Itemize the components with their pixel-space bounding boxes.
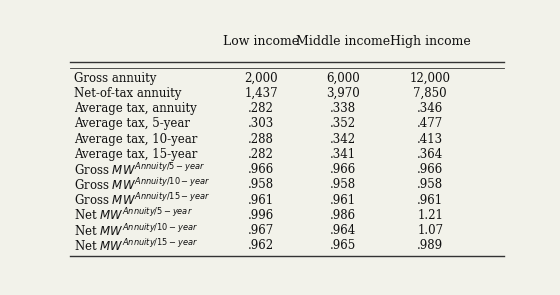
Text: .962: .962 — [248, 239, 274, 252]
Text: 3,970: 3,970 — [326, 87, 360, 100]
Text: Average tax, 15-year: Average tax, 15-year — [74, 148, 198, 161]
Text: Net $MW^{Annuity/5-year}$: Net $MW^{Annuity/5-year}$ — [74, 207, 193, 223]
Text: .996: .996 — [248, 209, 274, 222]
Text: Net-of-tax annuity: Net-of-tax annuity — [74, 87, 181, 100]
Text: Net $MW^{Annuity/15-year}$: Net $MW^{Annuity/15-year}$ — [74, 238, 198, 254]
Text: .346: .346 — [417, 102, 444, 115]
Text: .477: .477 — [417, 117, 444, 130]
Text: Average tax, 10-year: Average tax, 10-year — [74, 133, 198, 146]
Text: .966: .966 — [330, 163, 357, 176]
Text: .958: .958 — [248, 178, 274, 191]
Text: .961: .961 — [330, 194, 357, 206]
Text: 2,000: 2,000 — [244, 72, 278, 85]
Text: Gross $MW^{Annuity/10-year}$: Gross $MW^{Annuity/10-year}$ — [74, 177, 211, 193]
Text: .958: .958 — [330, 178, 357, 191]
Text: 1.21: 1.21 — [417, 209, 443, 222]
Text: .352: .352 — [330, 117, 357, 130]
Text: 12,000: 12,000 — [410, 72, 451, 85]
Text: 1,437: 1,437 — [244, 87, 278, 100]
Text: Gross annuity: Gross annuity — [74, 72, 157, 85]
Text: .966: .966 — [248, 163, 274, 176]
Text: 7,850: 7,850 — [413, 87, 447, 100]
Text: Net $MW^{Annuity/10-year}$: Net $MW^{Annuity/10-year}$ — [74, 223, 198, 239]
Text: .986: .986 — [330, 209, 357, 222]
Text: .966: .966 — [417, 163, 444, 176]
Text: .964: .964 — [330, 224, 357, 237]
Text: Middle income: Middle income — [296, 35, 390, 48]
Text: Average tax, annuity: Average tax, annuity — [74, 102, 197, 115]
Text: 6,000: 6,000 — [326, 72, 360, 85]
Text: .958: .958 — [417, 178, 444, 191]
Text: .338: .338 — [330, 102, 357, 115]
Text: .288: .288 — [248, 133, 274, 146]
Text: .303: .303 — [248, 117, 274, 130]
Text: Low income: Low income — [223, 35, 299, 48]
Text: .967: .967 — [248, 224, 274, 237]
Text: .342: .342 — [330, 133, 357, 146]
Text: .413: .413 — [417, 133, 444, 146]
Text: Average tax, 5-year: Average tax, 5-year — [74, 117, 190, 130]
Text: .282: .282 — [248, 148, 274, 161]
Text: Gross $MW^{Annuity/5-year}$: Gross $MW^{Annuity/5-year}$ — [74, 162, 206, 178]
Text: .961: .961 — [248, 194, 274, 206]
Text: .989: .989 — [417, 239, 444, 252]
Text: .961: .961 — [417, 194, 444, 206]
Text: 1.07: 1.07 — [417, 224, 444, 237]
Text: .965: .965 — [330, 239, 357, 252]
Text: .341: .341 — [330, 148, 357, 161]
Text: .282: .282 — [248, 102, 274, 115]
Text: High income: High income — [390, 35, 470, 48]
Text: .364: .364 — [417, 148, 444, 161]
Text: Gross $MW^{Annuity/15-year}$: Gross $MW^{Annuity/15-year}$ — [74, 192, 211, 208]
